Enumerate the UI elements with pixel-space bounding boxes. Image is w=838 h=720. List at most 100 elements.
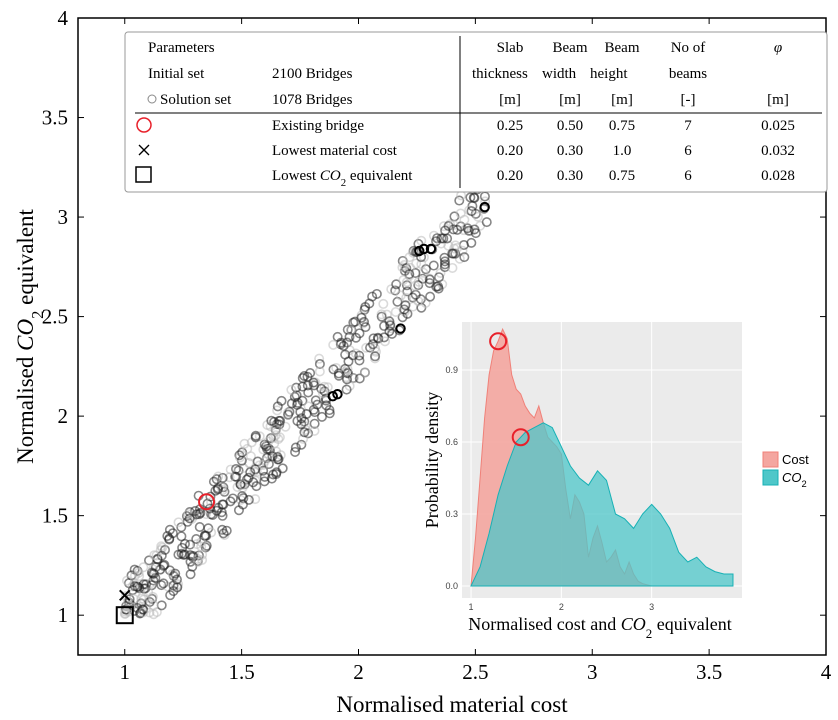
legend-column-header: Beam [553, 40, 588, 56]
solution-set-point [283, 409, 294, 420]
legend-cell: 0.75 [609, 168, 635, 184]
solution-set-point [376, 311, 387, 322]
legend-column-unit: [m] [559, 92, 581, 108]
initial-set-point [438, 221, 449, 232]
initial-set-point [436, 238, 447, 249]
initial-set-point [346, 325, 357, 336]
solution-set-point [452, 224, 463, 235]
solution-set-point [156, 550, 167, 561]
solution-set-point [231, 463, 242, 474]
inset-x-tick-label: 1 [469, 602, 474, 612]
solution-set-point [384, 326, 395, 337]
solution-set-point [297, 373, 308, 384]
initial-set-point [234, 452, 245, 463]
inset-legend-label: Cost [782, 452, 809, 467]
initial-set-point [270, 430, 281, 441]
legend-column-unit: [m] [611, 92, 633, 108]
solution-set-point [194, 521, 205, 532]
solution-set-point [268, 469, 279, 480]
initial-set-point [459, 214, 470, 225]
solution-set-point [332, 389, 343, 400]
solution-set-point [263, 459, 274, 470]
legend-cell: 0.50 [557, 118, 583, 134]
initial-set-point [148, 564, 159, 575]
solution-set-point [468, 192, 479, 203]
solution-set-point [148, 575, 159, 586]
initial-set-point [472, 211, 483, 222]
y-axis-label: Normalised CO2 equivalent [13, 208, 47, 463]
solution-set-point [459, 252, 470, 263]
solution-set-point [425, 291, 436, 302]
lowest-cost-marker [119, 589, 131, 601]
legend-column-unit: [m] [767, 92, 789, 108]
legend-cell: 7 [684, 118, 692, 134]
initial-set-point [196, 537, 207, 548]
solution-set-point [439, 252, 450, 263]
solution-set-point [425, 243, 437, 255]
solution-set-point [299, 427, 310, 438]
solution-set-point [250, 432, 261, 443]
solution-set-point [314, 358, 325, 369]
solution-set-point [267, 451, 278, 462]
initial-set-point [272, 405, 283, 416]
legend-row-label: Lowest CO2 equivalent [272, 168, 413, 189]
solution-set-point [248, 477, 259, 488]
inset-y-tick-label: 0.6 [445, 437, 458, 447]
initial-set-point [192, 556, 203, 567]
solution-set-point [395, 323, 406, 334]
solution-set-point [391, 279, 402, 290]
solution-set-point [250, 464, 261, 475]
y-tick-label: 2.5 [42, 305, 68, 329]
solution-set-point [159, 559, 170, 570]
solution-set-point [379, 332, 390, 343]
y-tick-label: 2 [58, 404, 69, 428]
x-tick-label: 2.5 [462, 660, 488, 684]
solution-set-point [385, 320, 396, 331]
solution-set-point [434, 272, 445, 283]
inset-x-tick-label: 3 [649, 602, 654, 612]
inset-y-axis-label: Probability density [422, 392, 442, 529]
inset-x-axis-label: Normalised cost and CO2 equivalent [468, 614, 731, 641]
initial-set-point [480, 196, 491, 207]
solution-set-point [443, 221, 454, 232]
initial-set-point [138, 607, 149, 618]
legend-column-header: thickness [472, 66, 528, 82]
solution-set-point [469, 224, 480, 235]
solution-set-point [286, 398, 297, 409]
solution-set-point [277, 463, 288, 474]
solution-set-point [354, 350, 365, 361]
initial-set-point [360, 367, 371, 378]
solution-set-point [402, 308, 413, 319]
initial-set-point [217, 485, 228, 496]
legend-cell: 0.032 [761, 143, 795, 159]
legend-cost-marker [138, 144, 150, 156]
y-tick-label: 3 [58, 205, 69, 229]
solution-set-point [324, 405, 335, 416]
initial-set-point [280, 421, 291, 432]
solution-set-point [290, 442, 301, 453]
solution-set-point [262, 443, 273, 454]
co2-density-area [470, 422, 734, 587]
legend-initial-set-label: Initial set [148, 66, 205, 82]
solution-set-point [165, 590, 176, 601]
lowest-co2-marker [115, 606, 134, 625]
legend-column-unit: [-] [681, 92, 696, 108]
main-scatter-plot: 1 1.5 2 2.5 3 3.5 4 1 1.5 2 2.5 3 3.5 4 Normalised mat… [13, 6, 832, 717]
inset-existing-marker [511, 428, 530, 447]
initial-set-point [322, 382, 333, 393]
solution-set-point [309, 418, 320, 429]
initial-set-point [173, 517, 184, 528]
legend-cell: 0.20 [497, 168, 523, 184]
solution-set-point [370, 351, 381, 362]
initial-set-point [314, 353, 325, 364]
initial-set-point [390, 306, 401, 317]
solution-set-point [404, 269, 415, 280]
solution-set-point [171, 574, 182, 585]
x-axis-label: Normalised material cost [336, 692, 568, 717]
legend-frame [124, 31, 828, 193]
solution-set-point [217, 472, 228, 483]
solution-set-point [466, 206, 477, 217]
initial-set-point [379, 336, 390, 347]
solution-set-point [364, 298, 375, 309]
solution-set-point [227, 493, 238, 504]
